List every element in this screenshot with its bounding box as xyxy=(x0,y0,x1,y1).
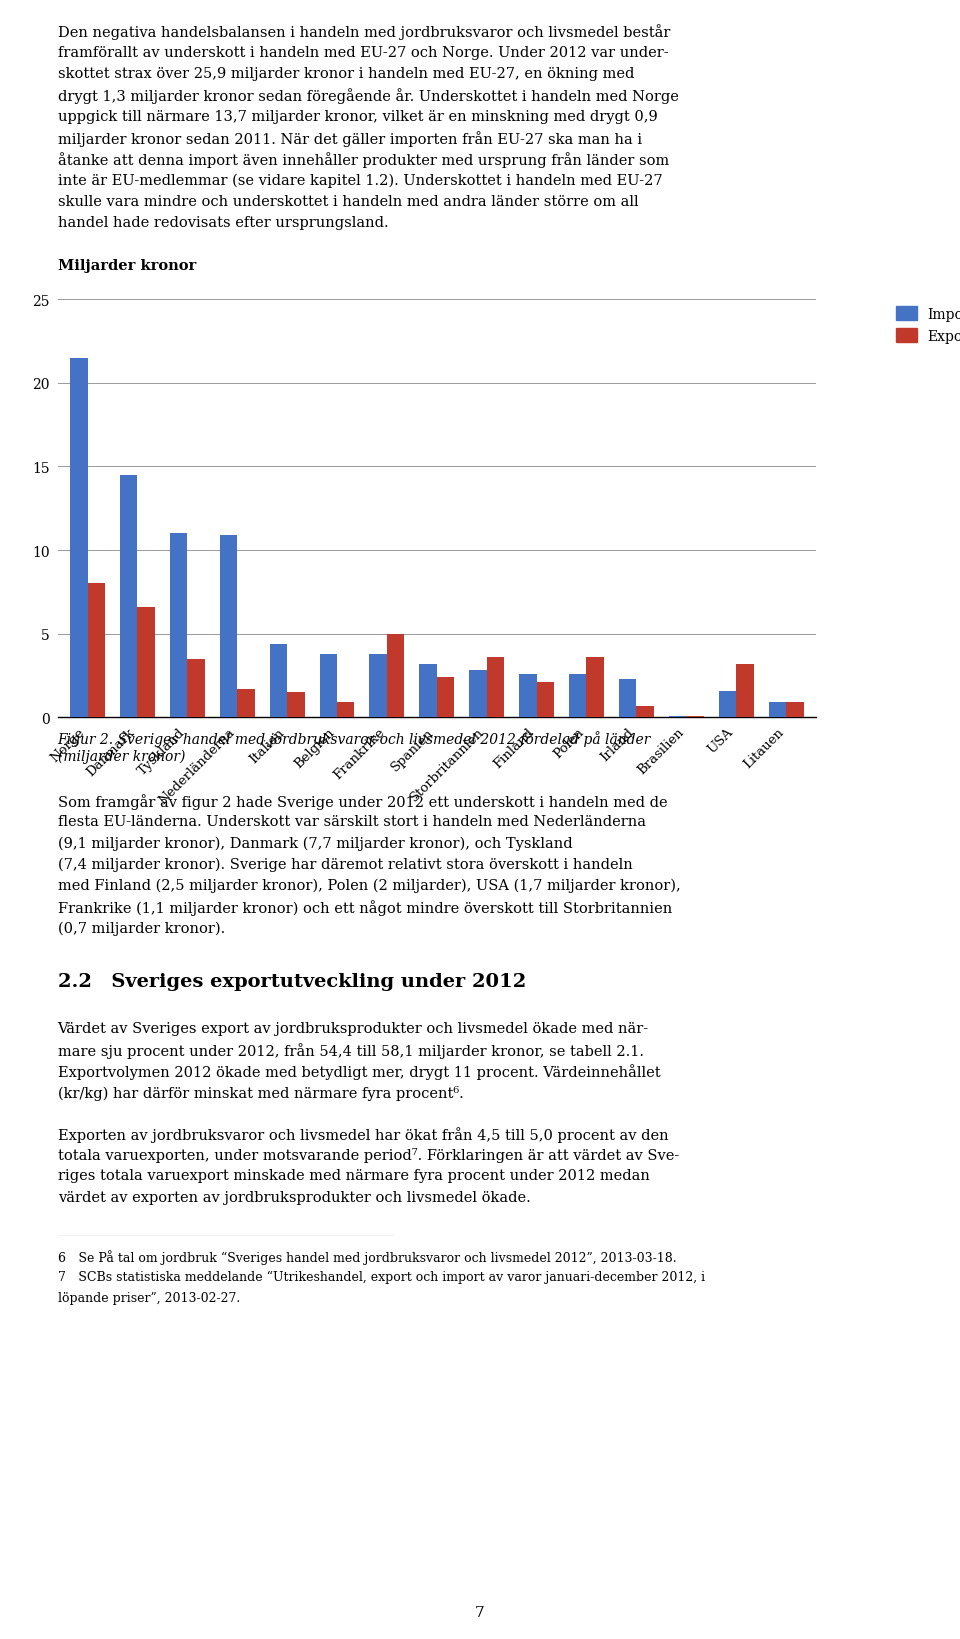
Bar xyxy=(537,683,554,718)
Text: åtanke att denna import även innehåller produkter med ursprung från länder som: åtanke att denna import även innehåller … xyxy=(58,152,669,169)
Text: uppgick till närmare 13,7 miljarder kronor, vilket är en minskning med drygt 0,9: uppgick till närmare 13,7 miljarder kron… xyxy=(58,110,658,125)
Bar xyxy=(320,654,337,718)
Bar xyxy=(669,716,686,718)
Text: drygt 1,3 miljarder kronor sedan föregående år. Underskottet i handeln med Norge: drygt 1,3 miljarder kronor sedan föregåe… xyxy=(58,89,679,105)
Text: framförallt av underskott i handeln med EU-27 och Norge. Under 2012 var under-: framförallt av underskott i handeln med … xyxy=(58,46,668,61)
Text: riges totala varuexport minskade med närmare fyra procent under 2012 medan: riges totala varuexport minskade med när… xyxy=(58,1169,650,1183)
Bar xyxy=(137,608,155,718)
Text: Exporten av jordbruksvaror och livsmedel har ökat från 4,5 till 5,0 procent av d: Exporten av jordbruksvaror och livsmedel… xyxy=(58,1126,668,1142)
Bar xyxy=(270,644,287,718)
Bar xyxy=(769,703,786,718)
Bar xyxy=(786,703,804,718)
Text: (7,4 miljarder kronor). Sverige har däremot relativt stora överskott i handeln: (7,4 miljarder kronor). Sverige har däre… xyxy=(58,857,633,872)
Bar xyxy=(636,706,654,718)
Bar xyxy=(420,664,437,718)
Bar xyxy=(736,664,754,718)
Text: totala varuexporten, under motsvarande period⁷. Förklaringen är att värdet av Sv: totala varuexporten, under motsvarande p… xyxy=(58,1147,679,1162)
Bar xyxy=(87,583,105,718)
Bar xyxy=(587,657,604,718)
Text: 2.2 Sveriges exportutveckling under 2012: 2.2 Sveriges exportutveckling under 2012 xyxy=(58,972,526,990)
Bar xyxy=(487,657,504,718)
Text: 6 Se På tal om jordbruk “Sveriges handel med jordbruksvaror och livsmedel 2012”,: 6 Se På tal om jordbruk “Sveriges handel… xyxy=(58,1249,676,1264)
Bar xyxy=(569,674,587,718)
Text: (9,1 miljarder kronor), Danmark (7,7 miljarder kronor), och Tyskland: (9,1 miljarder kronor), Danmark (7,7 mil… xyxy=(58,836,572,851)
Bar xyxy=(187,659,204,718)
Text: (kr/kg) har därför minskat med närmare fyra procent⁶.: (kr/kg) har därför minskat med närmare f… xyxy=(58,1085,464,1100)
Text: skulle vara mindre och underskottet i handeln med andra länder större om all: skulle vara mindre och underskottet i ha… xyxy=(58,195,638,210)
Bar xyxy=(437,679,454,718)
Bar xyxy=(120,475,137,718)
Bar xyxy=(719,692,736,718)
Text: Den negativa handelsbalansen i handeln med jordbruksvaror och livsmedel består: Den negativa handelsbalansen i handeln m… xyxy=(58,25,670,41)
Bar xyxy=(370,654,387,718)
Bar xyxy=(519,674,537,718)
Bar xyxy=(237,690,254,718)
Text: värdet av exporten av jordbruksprodukter och livsmedel ökade.: värdet av exporten av jordbruksprodukter… xyxy=(58,1190,530,1205)
Text: 7 SCBs statistiska meddelande “Utrikeshandel, export och import av varor januari: 7 SCBs statistiska meddelande “Utrikesha… xyxy=(58,1270,705,1283)
Text: (0,7 miljarder kronor).: (0,7 miljarder kronor). xyxy=(58,921,225,936)
Bar xyxy=(287,693,304,718)
Text: Figur 2. Sveriges handel med jordbruksvaror och livsmedel 2012 fördelad på lände: Figur 2. Sveriges handel med jordbruksva… xyxy=(58,731,651,764)
Text: inte är EU-medlemmar (se vidare kapitel 1.2). Underskottet i handeln med EU-27: inte är EU-medlemmar (se vidare kapitel … xyxy=(58,174,662,188)
Text: miljarder kronor sedan 2011. När det gäller importen från EU-27 ska man ha i: miljarder kronor sedan 2011. När det gäl… xyxy=(58,131,641,148)
Text: Som framgår av figur 2 hade Sverige under 2012 ett underskott i handeln med de: Som framgår av figur 2 hade Sverige unde… xyxy=(58,793,667,810)
Text: mare sju procent under 2012, från 54,4 till 58,1 miljarder kronor, se tabell 2.1: mare sju procent under 2012, från 54,4 t… xyxy=(58,1042,643,1059)
Bar xyxy=(337,703,354,718)
Bar xyxy=(469,670,487,718)
Text: med Finland (2,5 miljarder kronor), Polen (2 miljarder), USA (1,7 miljarder kron: med Finland (2,5 miljarder kronor), Pole… xyxy=(58,879,681,893)
Text: Exportvolymen 2012 ökade med betydligt mer, drygt 11 procent. Värdeinnehållet: Exportvolymen 2012 ökade med betydligt m… xyxy=(58,1064,660,1080)
Bar xyxy=(387,634,404,718)
Text: Miljarder kronor: Miljarder kronor xyxy=(58,259,196,274)
Text: löpande priser”, 2013-02-27.: löpande priser”, 2013-02-27. xyxy=(58,1292,240,1305)
Bar xyxy=(70,359,87,718)
Text: flesta EU-länderna. Underskott var särskilt stort i handeln med Nederländerna: flesta EU-länderna. Underskott var särsk… xyxy=(58,815,645,829)
Text: skottet strax över 25,9 miljarder kronor i handeln med EU-27, en ökning med: skottet strax över 25,9 miljarder kronor… xyxy=(58,67,634,82)
Bar xyxy=(170,534,187,718)
Legend: Import, Export: Import, Export xyxy=(896,306,960,344)
Text: Värdet av Sveriges export av jordbruksprodukter och livsmedel ökade med när-: Värdet av Sveriges export av jordbrukspr… xyxy=(58,1021,649,1036)
Text: Frankrike (1,1 miljarder kronor) och ett något mindre överskott till Storbritann: Frankrike (1,1 miljarder kronor) och ett… xyxy=(58,900,672,916)
Text: handel hade redovisats efter ursprungsland.: handel hade redovisats efter ursprungsla… xyxy=(58,216,388,231)
Text: 7: 7 xyxy=(475,1605,485,1619)
Bar xyxy=(619,680,636,718)
Bar xyxy=(686,716,704,718)
Bar xyxy=(220,536,237,718)
